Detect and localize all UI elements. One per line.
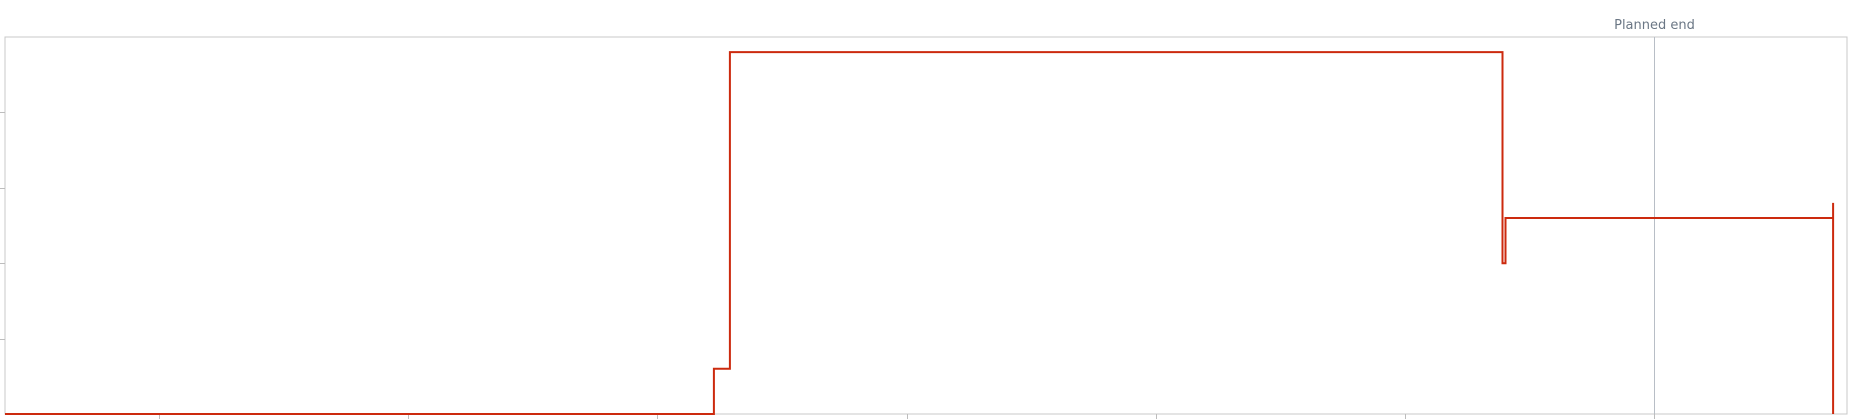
- plot-frame: [4, 36, 1848, 415]
- series-line-0: [5, 51, 1835, 415]
- planned-end-label: Planned end: [1614, 18, 1695, 33]
- series-group: [5, 51, 1835, 415]
- y-axis-ticks: [0, 112, 5, 340]
- markers: Planned end: [1614, 18, 1695, 414]
